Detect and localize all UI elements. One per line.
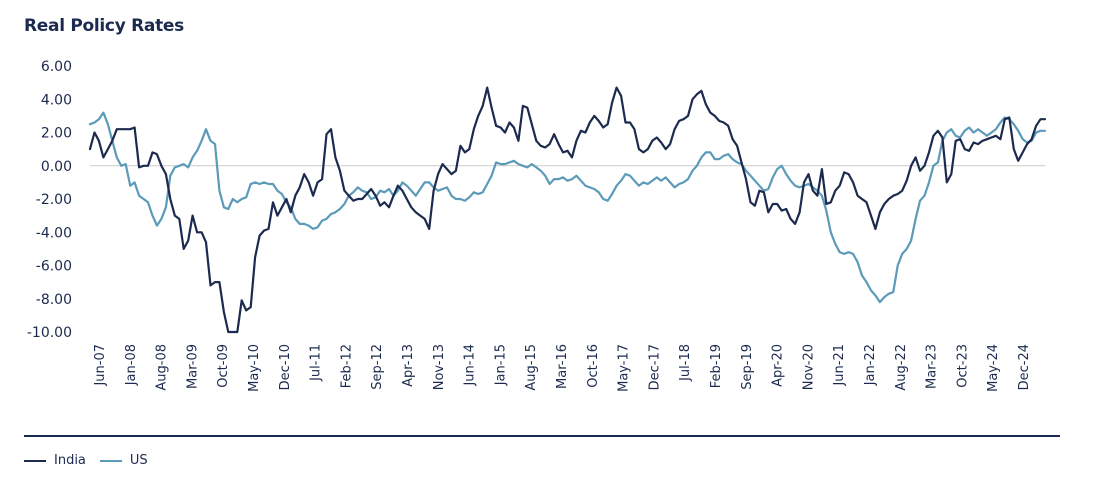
legend-swatch-india: [24, 459, 46, 462]
x-tick-label: Feb-12: [339, 344, 354, 388]
series-line-us: [88, 111, 1047, 304]
x-tick-label: May-17: [617, 344, 632, 392]
legend-label-us: US: [129, 453, 148, 468]
legend-item-us: US: [99, 453, 148, 468]
x-tick-label: May-10: [247, 344, 262, 392]
y-tick-label: 6.00: [41, 59, 72, 75]
x-tick-label: Jan-22: [863, 344, 878, 386]
x-tick-label: Nov-13: [432, 344, 447, 390]
x-tick-label: Mar-23: [925, 344, 940, 389]
x-tick-label: Apr-20: [771, 344, 786, 387]
x-axis: Jun-07 Jan-08 Aug-08 Mar-09 Oct-09 May-10 Dec-…: [93, 344, 1032, 392]
y-tick-label: -10.00: [27, 325, 72, 341]
legend-label-india: India: [54, 453, 86, 468]
x-tick-label: Feb-19: [709, 344, 724, 388]
x-tick-label: Jul-11: [309, 344, 324, 382]
x-tick-label: Aug-15: [524, 344, 539, 391]
legend: India US: [24, 453, 162, 468]
x-tick-label: Oct-16: [586, 344, 601, 388]
y-tick-label: -8.00: [36, 292, 72, 308]
x-tick-label: Sep-12: [370, 344, 385, 390]
y-tick-label: -4.00: [36, 225, 72, 241]
x-tick-label: Mar-16: [555, 344, 570, 389]
series-layer: [88, 86, 1047, 334]
x-tick-label: Aug-22: [894, 344, 909, 391]
y-tick-label: 0.00: [41, 159, 72, 175]
x-tick-label: Jul-18: [678, 344, 693, 382]
x-tick-label: Oct-09: [216, 344, 231, 388]
x-tick-label: Nov-20: [801, 344, 816, 390]
legend-item-india: India: [24, 453, 86, 468]
x-tick-label: May-24: [986, 344, 1001, 392]
x-tick-label: Jun-07: [93, 344, 108, 387]
x-tick-label: Sep-19: [740, 344, 755, 390]
x-tick-label: Jan-15: [493, 344, 508, 386]
x-tick-label: Dec-24: [1017, 344, 1032, 390]
x-tick-label: Dec-10: [278, 344, 293, 390]
y-tick-label: -6.00: [36, 259, 72, 275]
x-tick-label: Apr-13: [401, 344, 416, 387]
chart-title: Real Policy Rates: [24, 16, 184, 36]
x-tick-label: Oct-23: [955, 344, 970, 388]
x-tick-label: Aug-08: [155, 344, 170, 391]
y-axis: 6.00 4.00 2.00 0.00 -2.00 -4.00 -6.00 -8.00 -10.…: [27, 59, 72, 341]
y-tick-label: -2.00: [36, 192, 72, 208]
x-tick-label: Jun-14: [463, 344, 478, 387]
x-tick-label: Mar-09: [185, 344, 200, 389]
series-line-india: [88, 86, 1047, 334]
y-tick-label: 2.00: [41, 126, 72, 142]
legend-swatch-us: [99, 459, 122, 462]
x-tick-label: Dec-17: [647, 344, 662, 390]
y-tick-label: 4.00: [41, 92, 72, 108]
x-tick-label: Jan-08: [124, 344, 139, 386]
x-tick-label: Jun-21: [832, 344, 847, 387]
